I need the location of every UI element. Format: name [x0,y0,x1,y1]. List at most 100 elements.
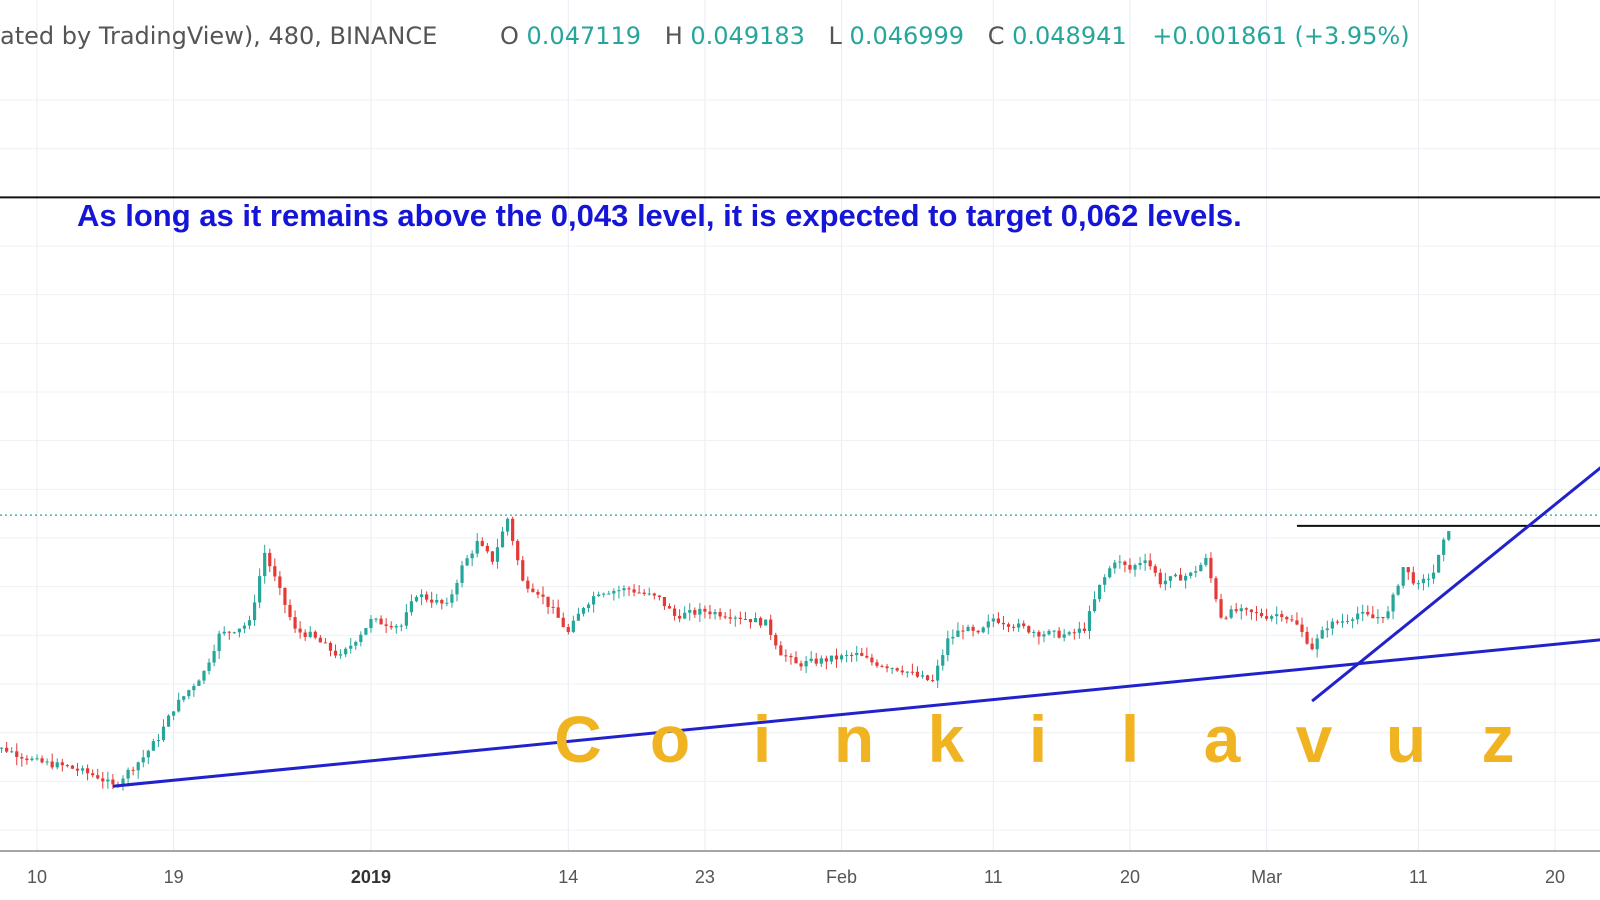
candle-body [1340,621,1345,623]
candle-body [470,553,474,559]
candle-body [435,599,439,603]
candle-body [207,662,211,671]
candle-body [1381,616,1385,619]
candle-body [753,618,758,623]
candle-body [242,625,247,629]
candle-body [60,762,64,766]
candle-body [121,778,125,785]
candle-body [809,658,813,662]
candle-body [1280,614,1284,618]
candle-body [1229,609,1233,618]
candle-body [91,773,95,776]
candle-body [956,630,960,637]
candle-body [931,680,935,682]
candle-body [1128,564,1132,570]
candle-body [1335,621,1340,623]
candle-body [1290,619,1294,621]
candle-body [80,768,85,771]
candle-body [743,618,747,620]
candle-body [910,671,914,673]
candle-body [667,606,672,609]
legend-low-value: 0.046999 [850,22,965,50]
candle-body [75,768,80,771]
candle-body [298,628,302,633]
candle-body [1426,578,1431,580]
candle-body [1447,531,1451,540]
candle-body [419,594,424,597]
trendline-2 [1311,466,1600,703]
candle-body [460,565,464,583]
candle-body [991,618,995,622]
candle-body [1072,632,1076,634]
candle-body [819,658,823,664]
candle-body [1254,612,1259,614]
candle-body [101,778,105,782]
candle-body [268,552,272,567]
x-tick-label: 23 [695,867,715,887]
candle-body [232,632,236,634]
candle-body [1275,614,1279,617]
watermark-letter: z [1482,702,1515,776]
candle-body [379,618,383,625]
candle-body [1391,594,1395,612]
watermark-letter: v [1296,702,1333,776]
candle-body [1158,572,1162,585]
candle-body [1062,634,1066,638]
candle-body [480,541,484,546]
candle-body [678,615,682,619]
candle-body [35,758,39,760]
candle-body [592,596,596,605]
candle-body [683,612,687,619]
candle-body [1052,630,1056,632]
candle-body [1067,632,1071,635]
candle-body [617,590,621,592]
candle-body [1437,554,1441,573]
candle-body [779,645,783,656]
candle-body [834,655,839,660]
candle-body [490,551,494,562]
candle-body [1411,572,1415,584]
candle-body [733,617,737,619]
candle-body [1406,567,1410,573]
candle-body [1042,634,1046,637]
candle-body [936,665,940,681]
candle-body [106,779,110,782]
candle-body [394,625,398,628]
candle-body [541,594,545,597]
candle-body [30,758,34,761]
candle-body [197,680,201,686]
candle-body [511,518,515,542]
candle-body [161,726,166,741]
watermark-letter: l [1121,702,1139,776]
candle-body [333,650,338,656]
legend-high-label: H [665,22,683,50]
candle-body [728,617,732,619]
candle-body [1234,609,1238,612]
candle-body [1184,575,1188,581]
candle-body [222,631,226,634]
candle-body [794,657,798,664]
candle-body [885,666,889,669]
candle-body [551,606,555,608]
candle-body [576,613,581,621]
candle-body [15,751,19,758]
candle-body [217,633,221,652]
candle-body [1204,557,1208,565]
candle-body [758,618,763,626]
candle-body [182,696,186,700]
candle-body [1442,539,1446,555]
candle-body [1047,630,1051,635]
watermark-letter: o [650,702,690,776]
candle-body [1194,571,1198,573]
candle-body [566,626,570,632]
candle-body [774,634,778,646]
candle-body [839,655,844,660]
candle-body [662,596,667,607]
candle-body [409,601,414,613]
candle-body [399,625,403,627]
candle-body [359,634,363,643]
x-tick-label: 10 [27,867,47,887]
candle-body [900,670,904,673]
